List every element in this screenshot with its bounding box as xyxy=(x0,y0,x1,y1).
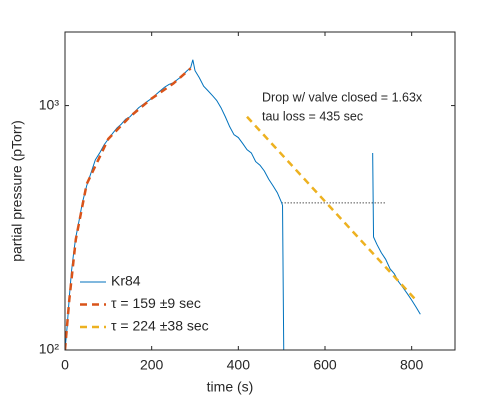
annotation: tau loss = 435 sec xyxy=(262,109,363,123)
plot-area xyxy=(65,59,421,350)
x-tick-label: 600 xyxy=(313,357,337,373)
annotation: Drop w/ valve closed = 1.63x xyxy=(262,90,423,104)
x-tick-label: 200 xyxy=(140,357,164,373)
x-tick-label: 400 xyxy=(227,357,251,373)
axes-box xyxy=(64,31,456,351)
x-axis-label: time (s) xyxy=(207,379,254,395)
series-line xyxy=(65,67,192,350)
y-axis-label: partial pressure (pTorr) xyxy=(9,120,25,262)
legend-label: τ = 224 ±38 sec xyxy=(111,318,209,334)
y-tick-label: 10³ xyxy=(39,96,60,112)
series-line xyxy=(246,115,417,301)
y-tick-label: 10² xyxy=(39,341,60,357)
legend-label: Kr84 xyxy=(111,273,141,289)
x-tick-label: 0 xyxy=(61,357,69,373)
legend-label: τ = 159 ±9 sec xyxy=(111,295,201,311)
x-tick-label: 800 xyxy=(400,357,424,373)
